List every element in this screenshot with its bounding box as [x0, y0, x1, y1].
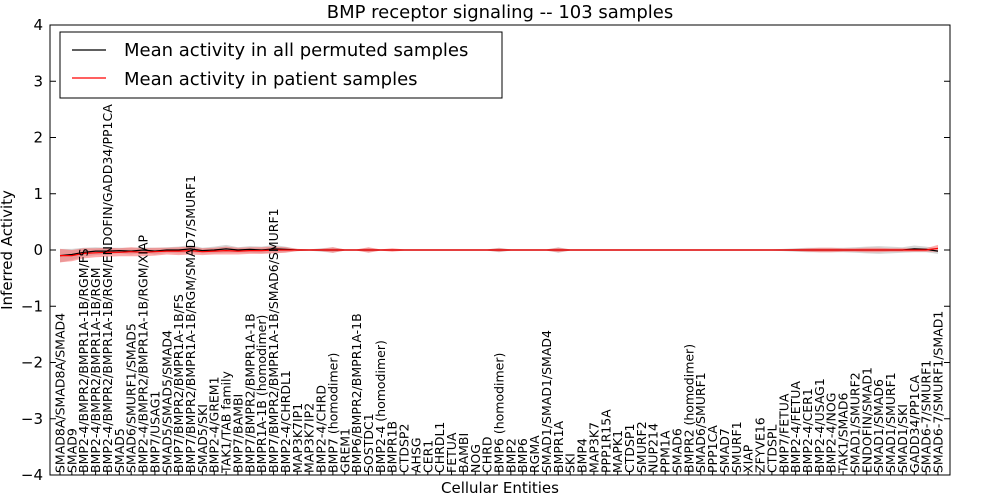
y-tick-label: 2: [33, 129, 43, 147]
x-tick-label: TAK1/TAB family: [219, 370, 234, 474]
series-lines: [59, 247, 939, 257]
x-tick-label: AHSG: [408, 437, 423, 473]
x-tick-label: SMAD8A/SMAD8A/SMAD4: [53, 313, 68, 473]
x-tick-label: MAP3K7IP2: [302, 403, 317, 473]
x-tick-label: BMP2-4 (homodimer): [373, 340, 388, 473]
x-tick-label: SOSTDC1: [361, 413, 376, 473]
x-tick-label: PPP1CA: [705, 425, 720, 473]
x-tick-label: PPM1A: [658, 430, 673, 473]
x-tick-label: SMAD6/SMURF1: [693, 372, 708, 473]
x-tick-label: CHRDL1: [432, 422, 447, 473]
y-axis: −4 −3 −2 −1 0 1 2 3 4: [21, 16, 950, 484]
x-tick-label: RGMA: [527, 435, 542, 473]
y-tick-label: −1: [21, 297, 43, 315]
x-tick-label: NOG: [468, 444, 483, 473]
x-tick-label: BMP7/FETUA: [776, 393, 791, 473]
x-tick-label: SMAD7: [717, 428, 732, 473]
legend-label-permuted: Mean activity in all permuted samples: [124, 40, 468, 61]
chart-title: BMP receptor signaling -- 103 samples: [327, 2, 674, 23]
x-tick-label: BMP4: [575, 438, 590, 473]
x-tick-label: BMP7/BMPR2/BMPR1A-1B/FS: [171, 294, 186, 473]
x-tick-label: NUP214: [646, 423, 661, 473]
x-tick-label: BMP2-4/GREM1: [207, 376, 222, 473]
x-tick-label: BMP2-4/BMPR2/BMPR1A-1B/RGM/XIAP: [136, 234, 151, 473]
x-tick-label: SMAD1/SMAD1/SMAD4: [539, 330, 554, 473]
x-tick-label: TAK1/SMAD6: [836, 393, 851, 474]
x-tick-label: GADD34/PP1CA: [907, 375, 922, 473]
x-tick-label: BMP2-4/CHRDL1: [278, 370, 293, 473]
x-tick-label: BMP2: [503, 438, 518, 473]
x-tick-label: BMP2-4/CER1: [800, 388, 815, 473]
x-tick-label: BMP6 (homodimer): [492, 353, 507, 473]
x-tick-label: SMURF1: [729, 421, 744, 473]
x-tick-label: BMP7/BAMBI: [231, 394, 246, 473]
x-tick-label: BMP2-4/CHRD: [314, 385, 329, 473]
x-tick-label: SMAD6: [670, 428, 685, 473]
y-tick-label: 4: [33, 16, 43, 34]
x-tick-label: MAPK1: [610, 430, 625, 473]
x-tick-label: BMPR1B: [385, 421, 400, 473]
x-tick-label: CER1: [420, 440, 435, 473]
x-tick-label: BMPR1A-1B (homodimer): [254, 315, 269, 473]
x-tick-label: BMP2-4/BMPR2/BMPR1A-1B/RGM/ENDOFIN/GADD3…: [100, 104, 115, 473]
patient-mean-line: [60, 247, 939, 257]
y-tick-label: −2: [21, 354, 43, 372]
x-tick-label: BMP2-4/BMPR2/BMPR1A-1B/RGM/FS: [76, 248, 91, 473]
x-tick-label: BMPR2 (homodimer): [681, 344, 696, 473]
x-tick-label: CTDSPL: [764, 425, 779, 473]
x-tick-label: SMAD9: [64, 428, 79, 473]
x-tick-label: FETUA: [444, 432, 459, 473]
x-tick-label: BMP2-4/USAG1: [812, 378, 827, 473]
x-tick-label: XIAP: [741, 444, 756, 473]
x-tick-label: SMAD1/SKI: [895, 404, 910, 473]
x-tick-label: BMP7/BMPR2/BMPR1A-1B/SMAD6/SMURF1: [266, 208, 281, 473]
x-tick-label: BMP7/BMPR2/BMPR1A-1B/RGM/SMAD7/SMURF1: [183, 175, 198, 473]
x-axis-label: Cellular Entities: [441, 479, 559, 497]
x-tick-label: ZFYVE16: [753, 417, 768, 473]
x-tick-label: SMAD6-7/SMURF1: [919, 360, 934, 473]
x-tick-label: ENDOFIN/SMAD1: [859, 367, 874, 473]
x-tick-label: CTDSP2: [397, 424, 412, 473]
y-tick-label: −4: [21, 466, 43, 484]
x-tick-label: SMAD5: [112, 428, 127, 473]
y-tick-label: 0: [33, 241, 43, 259]
x-tick-label: SMAD1/SMURF2: [847, 372, 862, 473]
x-tick-label: CHRD: [480, 437, 495, 473]
x-axis-ticks: [59, 471, 939, 475]
x-tick-label: SMAD6-7/SMURF1/SMAD1: [931, 311, 946, 473]
x-tick-label: SMAD5/SKI: [195, 404, 210, 473]
x-tick-label: SMAD1/SMURF1: [883, 372, 898, 473]
x-tick-label: SMAD5/SMAD5/SMAD4: [159, 330, 174, 473]
x-tick-label: CTDSP1: [622, 424, 637, 473]
x-tick-label: SMAD6/SMURF1/SMAD5: [124, 323, 139, 473]
y-axis-label: Inferred Activity: [0, 190, 16, 310]
legend-box: [59, 31, 503, 99]
x-tick-label: BMP2-4/BMPR2/BMPR1A-1B/RGM: [88, 268, 103, 474]
x-tick-label: BMP2-4/FETUA: [788, 381, 803, 473]
x-tick-label: PPP1R15A: [598, 409, 613, 473]
x-axis-tick-labels: SMAD8A/SMAD8A/SMAD4SMAD9BMP2-4/BMPR2/BMP…: [53, 104, 946, 474]
x-tick-label: BMP6/BMPR2/BMPR1A-1B: [349, 313, 364, 473]
y-tick-label: 3: [33, 72, 43, 90]
x-tick-label: BMP7 (homodimer): [325, 353, 340, 473]
x-tick-label: BMPR1A: [551, 420, 566, 473]
x-tick-label: SKI: [563, 453, 578, 473]
x-tick-label: BMP7/BMPR2/BMPR1A-1B: [242, 313, 257, 473]
x-tick-label: MAP3K7IP1: [290, 403, 305, 473]
y-tick-label: 1: [33, 185, 43, 203]
x-tick-label: SMURF2: [634, 421, 649, 473]
x-tick-label: BMP7/USAG1: [147, 391, 162, 473]
legend: Mean activity in all permuted samples Me…: [59, 31, 503, 99]
x-tick-label: SMAD1/SMAD6: [871, 379, 886, 473]
x-tick-label: GREM1: [337, 428, 352, 473]
x-tick-label: BAMBI: [456, 433, 471, 473]
x-tick-label: MAP3K7: [586, 422, 601, 473]
y-tick-label: −3: [21, 410, 43, 428]
x-tick-label: BMP2-4/NOG: [824, 393, 839, 473]
legend-label-patient: Mean activity in patient samples: [124, 69, 418, 90]
x-tick-label: BMP6: [515, 438, 530, 473]
